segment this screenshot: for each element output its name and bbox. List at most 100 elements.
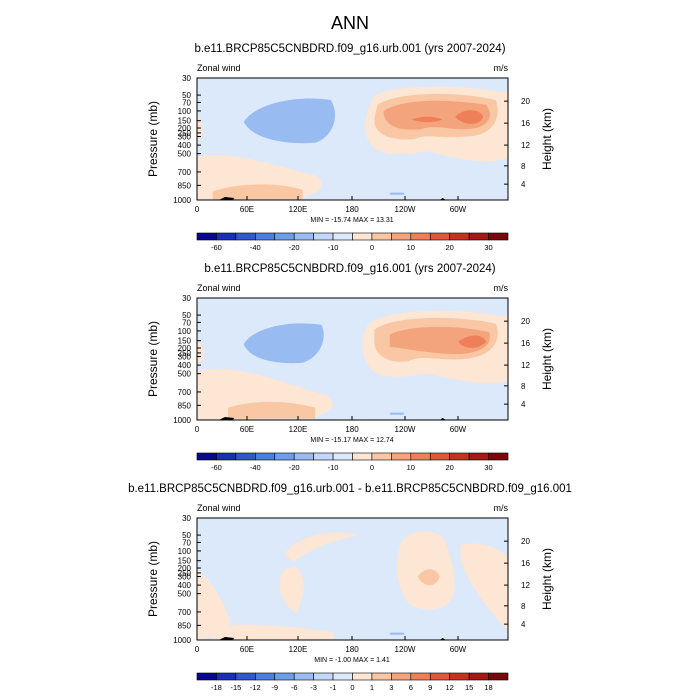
y-tick-label: 150: [178, 557, 192, 566]
units-label: m/s: [494, 503, 509, 513]
colorbar-tick-label: -60: [211, 463, 222, 472]
panel-title: b.e11.BRCP85C5CNBDRD.f09_g16.urb.001 (yr…: [194, 43, 505, 55]
terrain: [218, 637, 235, 640]
colorbar-swatch: [410, 232, 431, 241]
contour-region: [389, 326, 490, 355]
units-label: m/s: [494, 63, 509, 73]
x-tick-label: 180: [345, 425, 359, 434]
y-tick-label: 1000: [173, 636, 191, 645]
colorbar-swatch: [293, 672, 314, 681]
colorbar-swatch: [332, 452, 353, 461]
colorbar-swatch: [468, 452, 489, 461]
contour-region: [389, 192, 404, 195]
x-tick-label: 120E: [289, 425, 308, 434]
terrain: [218, 197, 235, 200]
height-tick-label: 20: [521, 97, 530, 106]
colorbar-swatch: [235, 672, 256, 681]
colorbar-swatch: [274, 452, 295, 461]
height-tick-label: 8: [521, 162, 526, 171]
colorbar-tick-label: -12: [250, 683, 261, 692]
colorbar-tick-label: -60: [211, 243, 222, 252]
y-tick-label: 70: [182, 538, 191, 547]
height-tick-label: 20: [521, 537, 530, 546]
min-max-stats: MIN = -15.74 MAX = 13.31: [310, 217, 393, 224]
contour-region: [455, 110, 484, 124]
colorbar-swatch: [352, 452, 373, 461]
colorbar-tick-label: -40: [250, 463, 261, 472]
height-tick-label: 8: [521, 602, 526, 611]
x-tick-label: 120W: [395, 205, 416, 214]
colorbar-swatch: [196, 452, 217, 461]
x-tick-label: 60W: [450, 645, 467, 654]
y-tick-label: 250: [178, 569, 192, 578]
x-tick-label: 180: [345, 205, 359, 214]
colorbar-swatch: [313, 672, 334, 681]
x-tick-label: 60E: [240, 425, 254, 434]
colorbar-tick-label: 12: [446, 683, 454, 692]
x-tick-label: 0: [195, 205, 200, 214]
colorbar-swatch: [196, 232, 217, 241]
colorbar-tick-label: 30: [484, 243, 492, 252]
height-tick-label: 12: [521, 581, 530, 590]
panel-1: b.e11.BRCP85C5CNBDRD.f09_g16.urb.001 (yr…: [146, 43, 554, 252]
height-tick-label: 16: [521, 339, 530, 348]
colorbar-tick-label: -20: [289, 463, 300, 472]
colorbar-swatch: [429, 672, 450, 681]
colorbar-swatch: [274, 672, 295, 681]
field-label: Zonal wind: [197, 503, 241, 513]
colorbar-swatch: [293, 232, 314, 241]
colorbar-swatch: [196, 672, 217, 681]
colorbar-swatch: [488, 452, 509, 461]
panel-3: b.e11.BRCP85C5CNBDRD.f09_g16.urb.001 - b…: [128, 483, 572, 692]
y-tick-label: 200: [178, 124, 192, 133]
y-tick-label: 150: [178, 117, 192, 126]
colorbar-swatch: [293, 452, 314, 461]
colorbar-swatch: [371, 672, 392, 681]
colorbar-swatch: [429, 232, 450, 241]
y-tick-label: 1000: [173, 196, 191, 205]
y-tick-label: 300: [178, 573, 192, 582]
colorbar-tick-label: 20: [446, 243, 454, 252]
colorbar-swatch: [449, 672, 470, 681]
colorbar-tick-label: 15: [465, 683, 473, 692]
colorbar-tick-label: -40: [250, 243, 261, 252]
y-tick-label: 500: [178, 370, 192, 379]
y-tick-label: 100: [178, 327, 192, 336]
contour-region: [228, 401, 316, 419]
height-tick-label: 16: [521, 119, 530, 128]
contour-region: [460, 543, 508, 631]
colorbar-swatch: [391, 672, 412, 681]
height-tick-label: 4: [521, 620, 526, 629]
height-tick-label: 16: [521, 559, 530, 568]
height-tick-label: 4: [521, 180, 526, 189]
y-axis-label: Pressure (mb): [146, 541, 160, 617]
y-tick-label: 500: [178, 590, 192, 599]
y2-axis-label: Height (km): [540, 108, 554, 170]
y-tick-label: 300: [178, 353, 192, 362]
colorbar-swatch: [352, 232, 373, 241]
colorbar-swatch: [449, 452, 470, 461]
height-tick-label: 12: [521, 361, 530, 370]
y-tick-label: 850: [178, 401, 192, 410]
colorbar-swatch: [313, 232, 334, 241]
x-tick-label: 60E: [240, 205, 254, 214]
colorbar-swatch: [410, 452, 431, 461]
y-tick-label: 150: [178, 337, 192, 346]
panel-2: b.e11.BRCP85C5CNBDRD.f09_g16.001 (yrs 20…: [146, 263, 554, 472]
x-tick-label: 120E: [289, 205, 308, 214]
y-tick-label: 30: [182, 294, 191, 303]
y-tick-label: 400: [178, 141, 192, 150]
units-label: m/s: [494, 283, 509, 293]
x-tick-label: 120E: [289, 645, 308, 654]
contour-region: [411, 116, 443, 123]
y-axis-label: Pressure (mb): [146, 321, 160, 397]
y-tick-label: 50: [182, 531, 191, 540]
contour-region: [197, 339, 204, 366]
colorbar-swatch: [255, 672, 276, 681]
x-tick-label: 60W: [450, 425, 467, 434]
colorbar-swatch: [352, 672, 373, 681]
y-tick-label: 700: [178, 608, 192, 617]
colorbar-swatch: [371, 232, 392, 241]
colorbar-tick-label: 30: [484, 463, 492, 472]
